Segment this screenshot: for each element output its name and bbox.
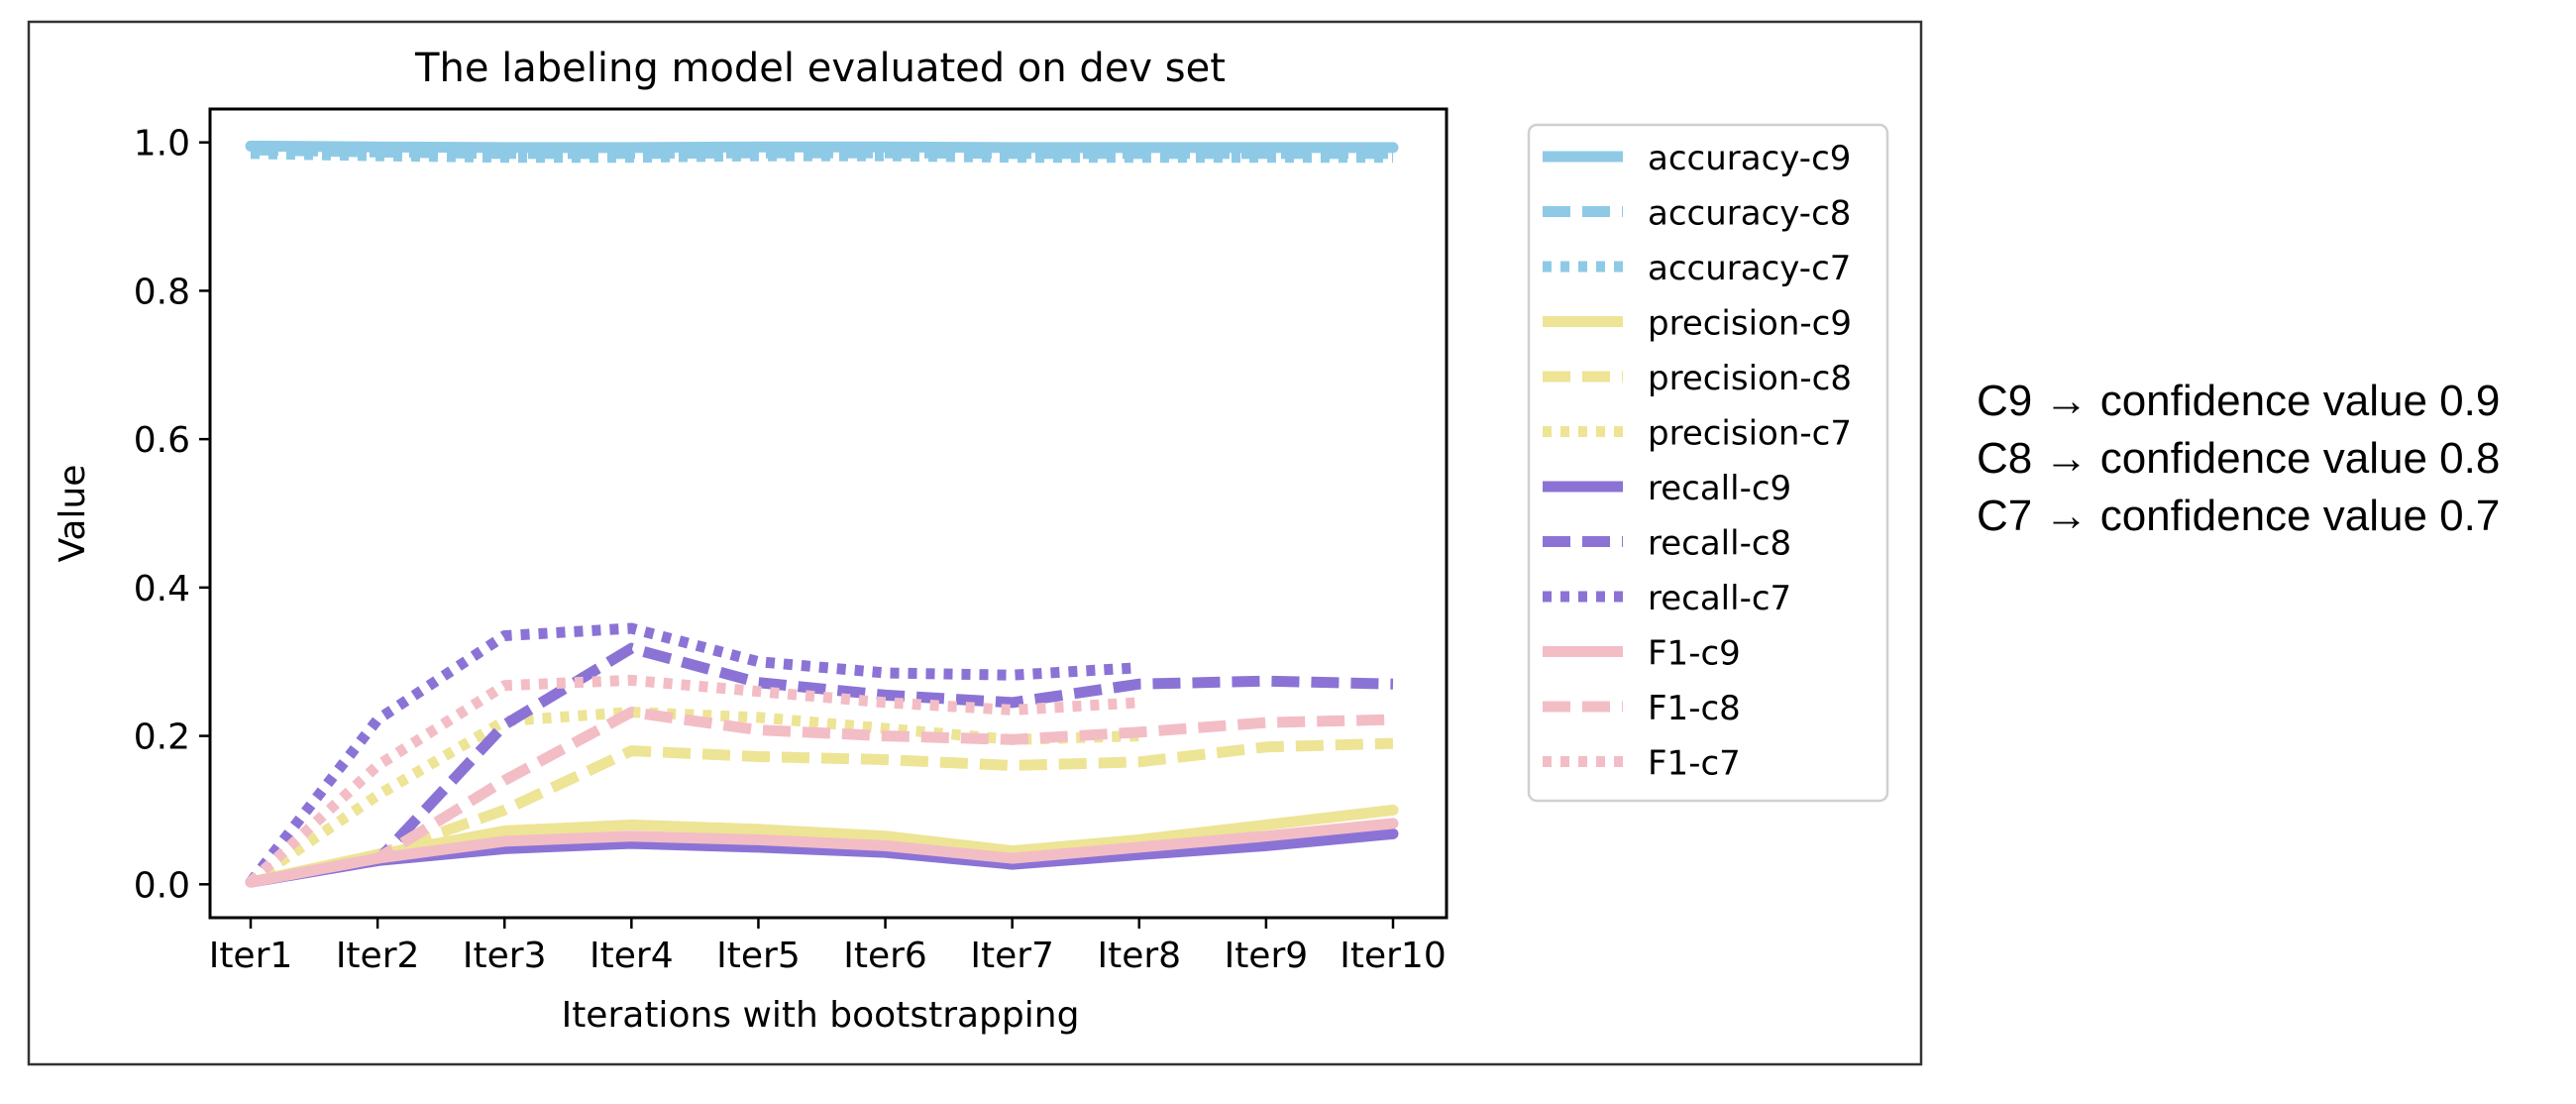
legend-box <box>1527 123 1889 803</box>
legend-label-precision-c8: precision-c8 <box>1648 359 1852 398</box>
note-line-c7: C7 → confidence value 0.7 <box>1977 492 2501 540</box>
axis-layer: Iter1 Iter2 Iter3 Iter4 Iter5 Iter6 Iter7 Iter8… <box>134 124 1447 976</box>
x-tick-label: Iter3 <box>463 936 547 976</box>
series-line-recall-c8 <box>250 642 1394 888</box>
y-tick-label: 1.0 <box>134 124 190 165</box>
x-tick-label: Iter2 <box>336 936 420 976</box>
series-line-accuracy-c7 <box>250 148 1393 164</box>
legend-label-f1-c8: F1-c8 <box>1648 689 1741 728</box>
legend-label-recall-c8: recall-c8 <box>1648 524 1791 564</box>
x-tick-label: Iter6 <box>843 936 927 976</box>
legend-label-precision-c7: precision-c7 <box>1648 414 1852 454</box>
legend-label-precision-c9: precision-c9 <box>1648 304 1852 344</box>
legend-label-accuracy-c8: accuracy-c8 <box>1648 194 1851 234</box>
x-tick-label: Iter1 <box>209 936 293 976</box>
legend-label-recall-c7: recall-c7 <box>1648 579 1791 618</box>
y-tick-label: 0.6 <box>134 420 190 461</box>
series-line-f1-c7 <box>247 674 1140 887</box>
legend-label-recall-c9: recall-c9 <box>1648 469 1791 508</box>
legend-label-accuracy-c7: accuracy-c7 <box>1648 249 1851 288</box>
series-line-f1-c9 <box>245 818 1399 888</box>
y-tick-label: 0.8 <box>134 272 190 312</box>
x-tick-label: Iter8 <box>1097 936 1181 976</box>
series-line-accuracy-c9 <box>245 140 1399 154</box>
y-axis-label: Value <box>53 465 93 563</box>
x-tick-label: Iter4 <box>590 936 674 976</box>
legend-label-f1-c7: F1-c7 <box>1648 744 1741 784</box>
x-tick-label: Iter9 <box>1225 936 1309 976</box>
legend-label-accuracy-c9: accuracy-c9 <box>1648 139 1851 178</box>
series-line-precision-c9 <box>245 804 1399 888</box>
y-tick-label: 0.2 <box>134 718 190 758</box>
series-line-precision-c8 <box>249 737 1394 888</box>
legend-label-f1-c9: F1-c9 <box>1648 634 1741 674</box>
y-tick-label: 0.4 <box>134 569 190 609</box>
y-tick-label: 0.0 <box>134 865 190 906</box>
plot-layer <box>245 140 1399 888</box>
note-line-c8: C8 → confidence value 0.8 <box>1977 434 2501 483</box>
plot-area-frame <box>208 107 1449 920</box>
x-tick-label: Iter10 <box>1340 936 1447 976</box>
series-line-f1-c8 <box>249 707 1394 888</box>
x-tick-label: Iter5 <box>716 936 801 976</box>
chart-title: The labeling model evaluated on dev set <box>414 46 1226 91</box>
x-axis-label: Iterations with bootstrapping <box>562 995 1080 1036</box>
legend: accuracy-c9 accuracy-c8 accuracy-c7 precisi… <box>1527 123 1889 803</box>
series-line-precision-c7 <box>247 707 1139 887</box>
x-tick-label: Iter7 <box>970 936 1054 976</box>
note-line-c9: C9 → confidence value 0.9 <box>1977 377 2501 425</box>
confidence-note: C9 → confidence value 0.9 C8 → confidenc… <box>1977 373 2500 545</box>
